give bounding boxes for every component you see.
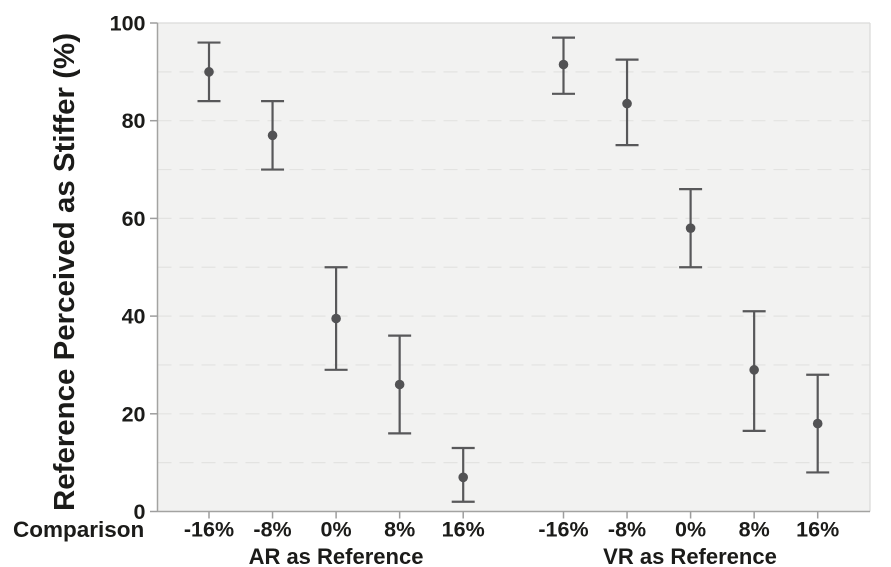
x-tick-label-g1-0: -16% [538,518,588,542]
mean-dot [331,313,341,324]
errorbar-point-g1-1 [615,58,639,147]
mean-dot [267,130,278,141]
errorbar-point-g1-0 [552,36,575,95]
y-tick-label-60: 60 [122,207,146,231]
x-tick-label-g1-2: 0% [675,518,706,542]
mean-dot [622,98,632,109]
group-label-ar: AR as Reference [249,544,424,567]
x-tick-label-g1-4: 16% [796,518,839,542]
errorbar-point-g0-3 [388,334,412,435]
mean-dot [749,365,759,375]
errorbar-point-g1-2 [679,187,703,269]
mean-dot [685,223,696,233]
mean-dot [558,59,569,70]
x-tick-label-g1-1: -8% [608,518,646,542]
x-tick-label-g0-0: -16% [184,518,234,542]
errorbar-point-g0-0 [197,41,221,103]
x-tick-label-g0-3: 8% [384,518,415,542]
group-label-vr: VR as Reference [603,544,777,567]
errorbar-point-g0-1 [261,100,285,171]
x-tick-label-g0-4: 16% [442,518,485,542]
x-tick-label-g0-2: 0% [321,518,352,542]
y-tick-label-80: 80 [122,109,146,133]
errorbar-point-g0-2 [324,266,348,371]
y-tick-label-20: 20 [122,402,146,426]
errorbar-point-g1-3 [742,310,766,432]
errorbar-point-g1-4 [806,373,830,474]
mean-dot [204,67,214,77]
y-tick-label-100: 100 [110,12,146,36]
x-axis-title: Comparison [13,517,144,542]
x-tick-label-g1-3: 8% [739,518,770,542]
x-tick-label-g0-1: -8% [253,518,291,542]
plot-generated-layer: 0 20 40 60 80 100 -16% -8% 0% 8% 16% -16% -8% 0% 8% 16% [110,12,871,542]
mean-dot [458,472,469,483]
mean-dot [812,418,823,429]
y-tick-label-0: 0 [134,500,146,524]
y-axis-title: Reference Perceived as Stiffer (%) [49,33,81,511]
y-tick-label-40: 40 [122,305,146,329]
mean-dot [394,379,405,390]
errorbar-point-g0-4 [451,446,475,503]
